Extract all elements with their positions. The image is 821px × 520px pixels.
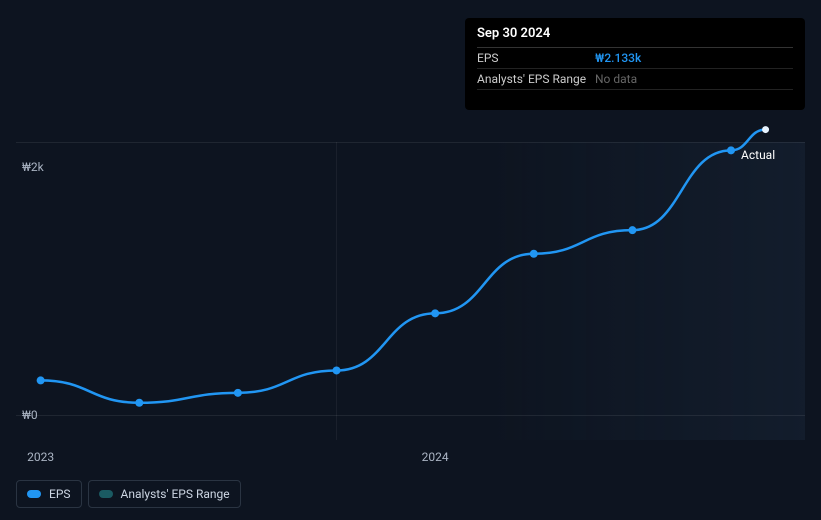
legend-item-eps[interactable]: EPS: [16, 480, 82, 508]
chart-tooltip: Sep 30 2024 EPS ₩2.133k Analysts' EPS Ra…: [465, 18, 805, 110]
tooltip-label: Analysts' EPS Range: [477, 72, 595, 86]
x-tick-label: 2023: [27, 450, 54, 464]
circle-icon: [27, 490, 41, 498]
tooltip-row-range: Analysts' EPS Range No data: [477, 69, 793, 90]
legend-label: EPS: [49, 487, 71, 501]
x-tick-label: 2024: [422, 450, 449, 464]
line-end-point: [762, 126, 769, 133]
y-tick-label: ₩0: [22, 408, 38, 422]
legend: EPS Analysts' EPS Range: [16, 480, 241, 508]
circle-icon: [99, 490, 113, 498]
tooltip-row-eps: EPS ₩2.133k: [477, 48, 793, 69]
gridline-zero: [16, 415, 805, 416]
tooltip-title: Sep 30 2024: [477, 26, 793, 48]
y-tick-label: ₩2k: [22, 160, 44, 174]
tooltip-label: EPS: [477, 51, 595, 65]
tooltip-value: ₩2.133k: [595, 51, 641, 65]
plot-area: [16, 142, 805, 440]
eps-chart: Sep 30 2024 EPS ₩2.133k Analysts' EPS Ra…: [0, 0, 821, 520]
legend-label: Analysts' EPS Range: [121, 487, 230, 501]
tooltip-value: No data: [595, 72, 637, 86]
legend-item-range[interactable]: Analysts' EPS Range: [88, 480, 241, 508]
actual-label: Actual: [741, 148, 775, 162]
